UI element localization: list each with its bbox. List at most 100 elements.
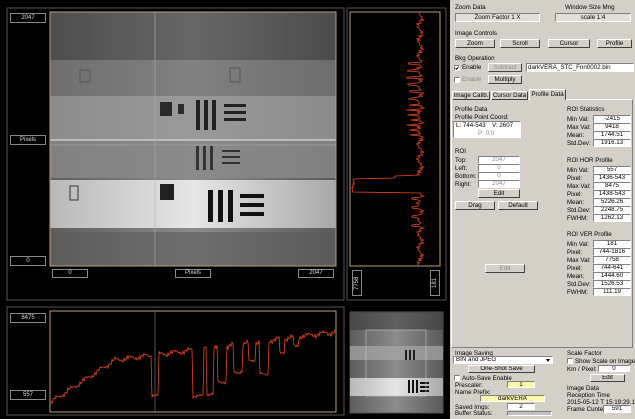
field: 2 xyxy=(507,403,535,410)
label: ROI VER Profile xyxy=(567,231,612,238)
field: 1262.13 xyxy=(593,214,631,222)
tab[interactable]: Image Calib. xyxy=(452,91,490,100)
label: Profile Data xyxy=(455,106,487,113)
label: ROI xyxy=(455,148,466,155)
dropdown-arrow[interactable] xyxy=(546,359,550,362)
label: Mean: xyxy=(567,273,584,280)
field: 2047 xyxy=(478,156,520,164)
field: 1 xyxy=(507,381,535,388)
button[interactable]: Zoom xyxy=(455,39,495,48)
tab[interactable]: Cursor Data xyxy=(491,91,528,100)
checkbox[interactable] xyxy=(454,375,460,381)
thumbnail xyxy=(350,312,443,413)
label: FWHM: xyxy=(567,289,588,296)
field: darkVERA_STC_Fnn0002.bin xyxy=(526,63,634,72)
label: FWHM: xyxy=(567,215,588,222)
viewer-label: 557 xyxy=(10,390,46,400)
button[interactable]: Cursor xyxy=(548,39,590,48)
label: Profile Point Coord: xyxy=(455,114,509,121)
buffer-bar xyxy=(507,411,552,416)
label: ROI Statistics xyxy=(567,106,604,113)
button: Subtract xyxy=(488,63,522,72)
label: Pixel: xyxy=(567,249,582,256)
label: ROI HOR Profile xyxy=(567,157,613,164)
field: 1526.53 xyxy=(593,280,631,288)
button[interactable]: Edit xyxy=(590,374,625,382)
label: Pixel: xyxy=(567,265,582,272)
field: 557 xyxy=(593,166,631,174)
label: L: 744-543 xyxy=(456,122,486,129)
button[interactable]: Scroll xyxy=(500,39,540,48)
label: Zoom Data xyxy=(455,4,486,11)
label: Mean: xyxy=(567,132,584,139)
field: 9418 xyxy=(593,123,631,131)
checkbox[interactable] xyxy=(454,65,460,71)
label: Pixel: xyxy=(567,191,582,198)
label: Min Val: xyxy=(567,241,589,248)
field: 181 xyxy=(593,240,631,248)
field: BIN and JPEG xyxy=(453,356,553,364)
field: 1436-543 xyxy=(593,174,631,182)
label: Bkg Operation xyxy=(455,55,495,62)
field: 0 xyxy=(598,365,630,372)
application-window: 2047Pixels00Pixels204784755577758181Zoom… xyxy=(0,0,635,419)
label: P: 0.0 xyxy=(478,130,494,137)
label: Left: xyxy=(455,165,467,172)
viewer-label: Pixels xyxy=(175,269,211,278)
field: 1438-543 xyxy=(593,190,631,198)
viewer-label: 2047 xyxy=(298,269,334,278)
field: 744-1816 xyxy=(593,248,631,256)
checkbox[interactable] xyxy=(567,358,573,364)
field: Zoom Factor 1 X xyxy=(455,13,540,22)
tab[interactable]: Profile Data xyxy=(529,89,566,100)
label: Min Val: xyxy=(567,116,589,123)
label: Enable xyxy=(462,64,481,71)
label: Right: xyxy=(455,181,471,188)
label: Max Val: xyxy=(567,257,591,264)
field: 5226.26 xyxy=(593,198,631,206)
button[interactable]: Multiply xyxy=(488,75,522,84)
field: 1916.13 xyxy=(593,139,631,147)
vertical-profile-plot xyxy=(350,12,440,266)
field: 0 xyxy=(478,164,520,172)
check-mark xyxy=(455,66,459,70)
label: Image Controls xyxy=(455,30,497,37)
label: Show Scale on Image xyxy=(575,358,635,365)
viewer-label: 0 xyxy=(52,269,88,278)
button: Edit xyxy=(485,264,525,273)
viewer xyxy=(0,0,450,419)
label: Prescaler: xyxy=(455,382,483,389)
field: 1444.60 xyxy=(593,272,631,280)
label: Window Size Mng xyxy=(565,4,615,11)
checkbox[interactable] xyxy=(454,77,460,83)
button[interactable]: One-Shot Save xyxy=(468,365,535,373)
label: Reception Time xyxy=(567,392,610,399)
button[interactable]: Edit xyxy=(478,189,520,198)
label: Pixel: xyxy=(567,175,582,182)
label: Km / Pixel: xyxy=(567,366,597,373)
field: -2415 xyxy=(593,115,631,123)
viewer-label: 0 xyxy=(10,256,46,266)
field: scale 1:4 xyxy=(555,13,631,22)
field: darkVERA xyxy=(480,395,545,402)
field: 8475 xyxy=(593,182,631,190)
field: 2047 xyxy=(478,180,520,188)
button[interactable]: Profile xyxy=(597,39,632,48)
label: Max Val: xyxy=(567,183,591,190)
label: Scale Factor xyxy=(567,350,602,357)
camera-image xyxy=(50,12,336,266)
viewer-label: Pixels xyxy=(10,135,46,145)
label: Top: xyxy=(455,157,467,164)
label: Buffer Status: xyxy=(455,410,492,417)
button[interactable]: Default xyxy=(498,201,538,210)
button[interactable]: Drag xyxy=(455,201,495,210)
viewer-label: 8475 xyxy=(10,313,46,323)
label: Std.Dev: xyxy=(567,140,591,147)
label: Frame Cunter: xyxy=(567,406,607,413)
field: 591 xyxy=(603,405,631,413)
label: Min Val: xyxy=(567,167,589,174)
label: Auto-Save Enable xyxy=(462,375,512,382)
label: Std.Dev: xyxy=(567,207,591,214)
field: 111.19 xyxy=(593,288,631,296)
viewer-label: 7758 xyxy=(352,270,362,296)
